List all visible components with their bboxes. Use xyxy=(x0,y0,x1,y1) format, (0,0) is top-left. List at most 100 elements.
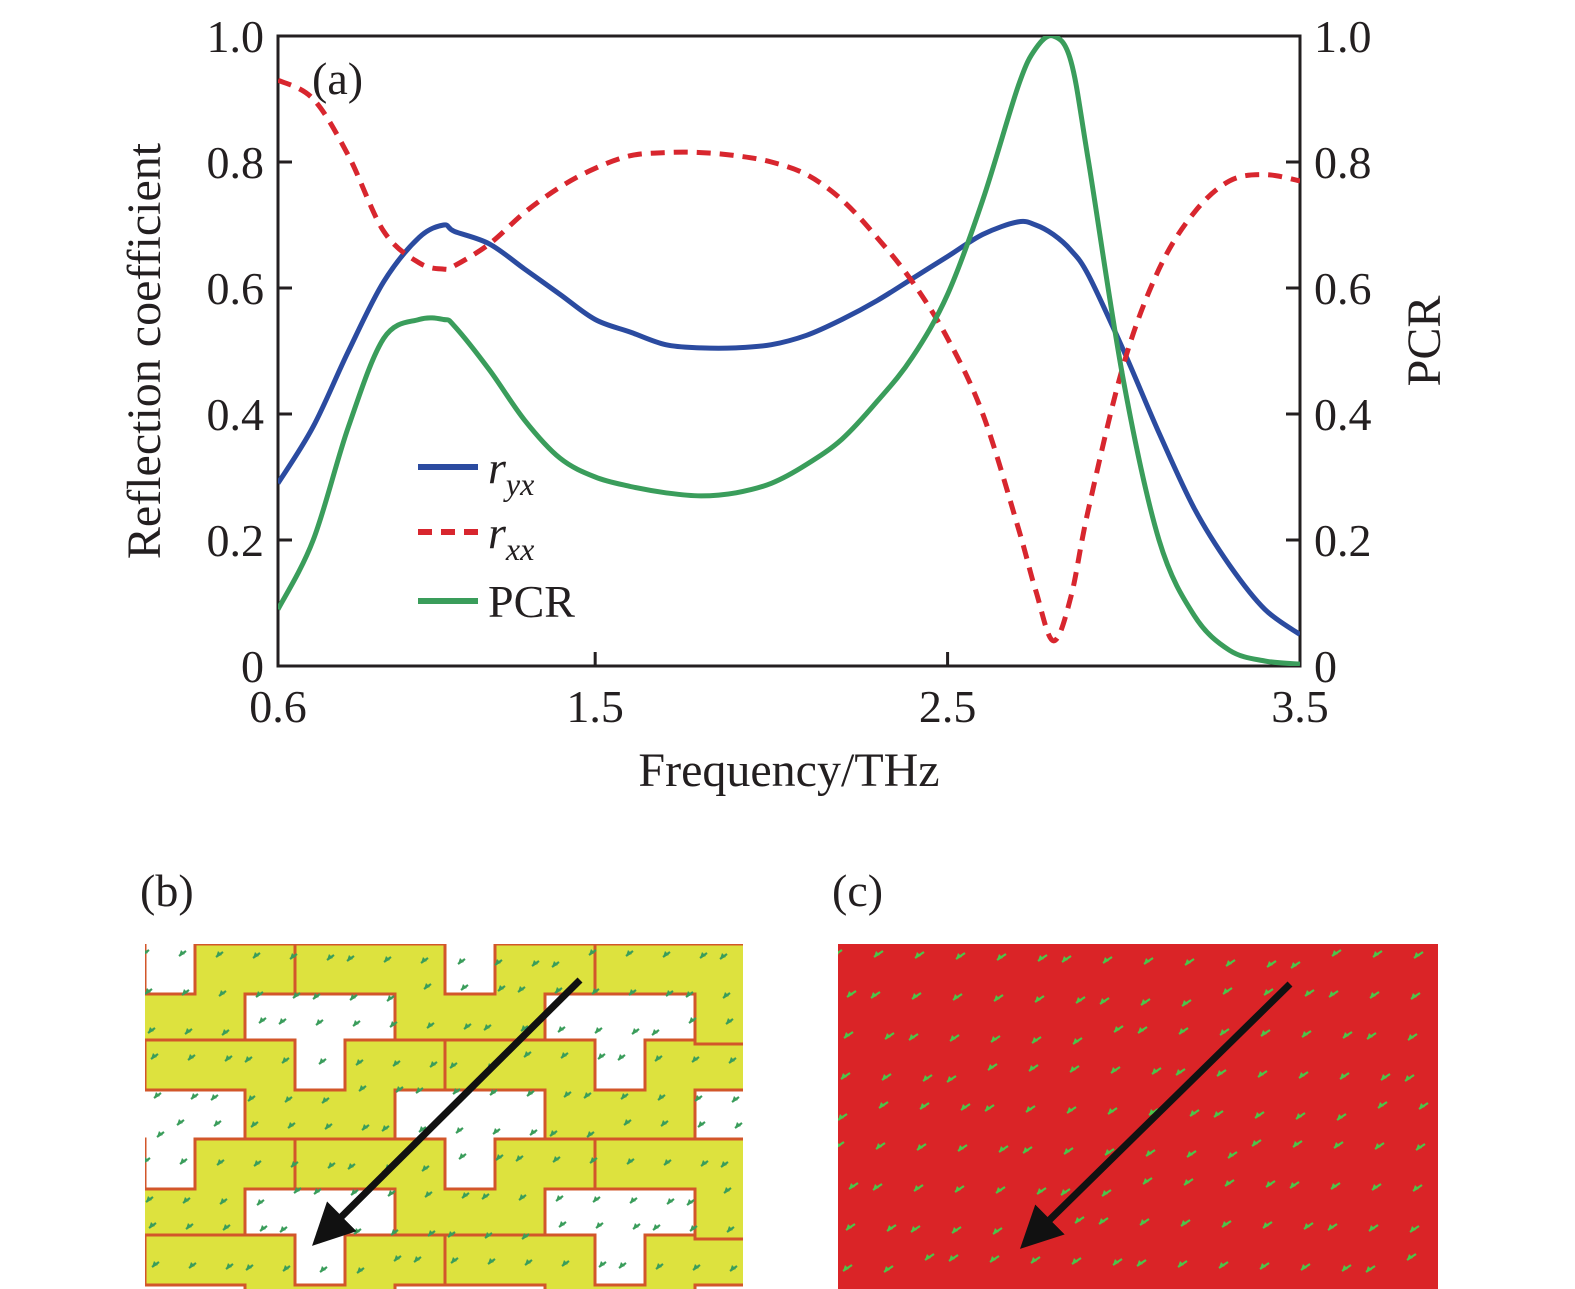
field-arrow-head xyxy=(993,1228,999,1234)
current-arrow-head xyxy=(327,954,333,960)
field-arrow-head xyxy=(1035,996,1041,1002)
current-arrow-head xyxy=(598,1053,604,1059)
current-arrow-head xyxy=(629,989,635,995)
field-arrow-head xyxy=(1152,1068,1158,1074)
current-arrow-head xyxy=(732,1096,738,1102)
current-arrow-head xyxy=(145,988,151,994)
field-arrow-head xyxy=(1304,1223,1310,1229)
current-arrow-head xyxy=(448,1231,454,1237)
field-arrow-head xyxy=(1261,1030,1267,1036)
current-arrow-head xyxy=(152,1261,158,1267)
current-arrow-head xyxy=(498,985,504,991)
field-arrow-head xyxy=(1185,959,1191,965)
field-arrow-head xyxy=(996,1187,1002,1193)
field-arrow-head xyxy=(1179,1028,1185,1034)
field-arrow-head xyxy=(1225,1180,1231,1186)
current-arrow-head xyxy=(362,1124,368,1130)
current-arrow-head xyxy=(279,1018,285,1024)
field-arrow-head xyxy=(1038,955,1044,961)
current-arrow-head xyxy=(461,984,467,990)
field-arrow-head xyxy=(1419,1103,1425,1109)
field-arrow-head xyxy=(887,1225,893,1231)
field-arrow-head xyxy=(920,1103,926,1109)
field-arrow-head xyxy=(884,1266,890,1272)
field-arrow-head xyxy=(1223,988,1229,994)
current-arrow-head xyxy=(145,1157,149,1163)
current-arrow-head xyxy=(382,1125,388,1131)
field-arrow-head xyxy=(988,1064,994,1070)
current-arrow-head xyxy=(322,1097,328,1103)
field-arrow-head xyxy=(1190,1110,1196,1116)
current-arrow-head xyxy=(246,1264,252,1270)
legend-label: ryx xyxy=(488,442,534,502)
current-arrows-c xyxy=(838,949,1429,1273)
metal-strip xyxy=(293,1137,597,1241)
current-arrow-head xyxy=(721,1161,727,1167)
field-arrow-head xyxy=(956,953,962,959)
current-arrow-head xyxy=(488,1258,494,1264)
field-arrow-head xyxy=(1410,1226,1416,1232)
current-arrow-head xyxy=(730,1265,736,1271)
field-arrow-head xyxy=(1037,1188,1043,1194)
field-arrow-head xyxy=(1073,1038,1079,1044)
field-arrow-head xyxy=(1178,1261,1184,1267)
current-arrow-head xyxy=(191,1093,197,1099)
current-arrow-head xyxy=(624,1119,630,1125)
field-arrow-head xyxy=(1111,1067,1117,1073)
current-arrow-head xyxy=(422,1165,428,1171)
panel-label-c: (c) xyxy=(832,865,883,916)
current-arrow-head xyxy=(424,983,430,989)
metal-strip xyxy=(145,1233,447,1289)
zigzag-structure xyxy=(145,944,743,1289)
field-arrow-head xyxy=(1301,1264,1307,1270)
current-arrow-head xyxy=(288,1122,294,1128)
current-arrow-head xyxy=(220,1198,226,1204)
field-arrow-head xyxy=(1114,1026,1120,1032)
field-arrow-head xyxy=(1026,1106,1032,1112)
legend-label-subscript: xx xyxy=(505,531,534,567)
current-arrow-head xyxy=(219,990,225,996)
field-arrow-head xyxy=(1141,999,1147,1005)
field-arrow-head xyxy=(914,1185,920,1191)
current-arrow-head xyxy=(391,1229,397,1235)
current-arrow-head xyxy=(294,1187,300,1193)
current-arrow-head xyxy=(516,1155,522,1161)
field-arrow-head xyxy=(949,1255,955,1261)
current-arrow-head xyxy=(189,1262,195,1268)
current-arrow-head xyxy=(652,1029,658,1035)
current-arrow-head xyxy=(226,1263,232,1269)
field-arrow-head xyxy=(997,954,1003,960)
current-arrow-head xyxy=(720,953,726,959)
series-line-pcr xyxy=(278,36,1300,666)
field-arrow-head xyxy=(925,1254,931,1260)
field-arrow-head xyxy=(1378,1102,1384,1108)
field-panel-b: (b) xyxy=(140,865,743,1289)
current-arrow-head xyxy=(621,1093,627,1099)
metal-strip xyxy=(145,1038,147,1092)
field-arrow-head xyxy=(1290,1182,1296,1188)
field-arrow-head xyxy=(1366,1266,1372,1272)
current-arrow-head xyxy=(182,989,188,995)
current-arrow-head xyxy=(553,1156,559,1162)
polarization-arrow-b xyxy=(312,977,583,1246)
current-arrow-head xyxy=(393,1060,399,1066)
field-arrow-head xyxy=(1263,1222,1269,1228)
current-arrow-head xyxy=(626,950,632,956)
field-arrow-head xyxy=(1062,956,1068,962)
current-arrow-head xyxy=(663,951,669,957)
current-arrow-head xyxy=(655,1055,661,1061)
field-arrow-head xyxy=(1076,997,1082,1003)
current-arrow-head xyxy=(188,1054,194,1060)
current-arrow-head xyxy=(518,986,524,992)
current-arrow-head xyxy=(217,1159,223,1165)
current-arrow-head xyxy=(564,1091,570,1097)
current-arrow-head xyxy=(328,1162,334,1168)
current-arrow-head xyxy=(532,960,538,966)
field-arrow-head xyxy=(843,1265,849,1271)
y-tick-label-left: 0.8 xyxy=(207,137,265,188)
field-arrow-head xyxy=(844,1032,850,1038)
current-arrow-head xyxy=(664,1159,670,1165)
current-arrow-head xyxy=(180,1158,186,1164)
field-arrow-head xyxy=(1413,1185,1419,1191)
